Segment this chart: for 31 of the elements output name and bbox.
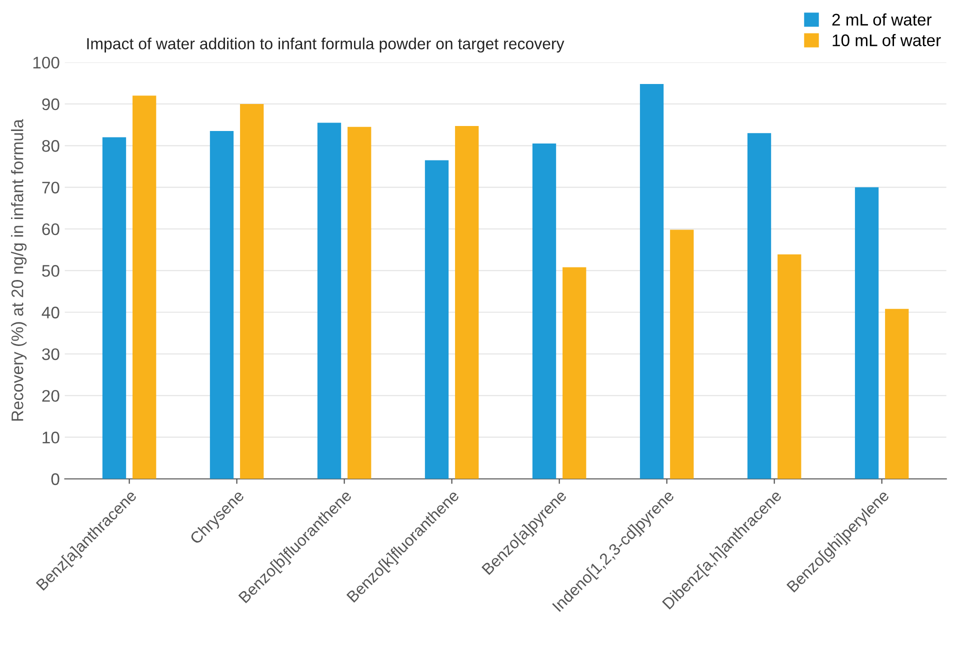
bar bbox=[670, 230, 694, 479]
y-tick-label: 50 bbox=[42, 265, 60, 277]
bar bbox=[885, 308, 909, 479]
bar bbox=[240, 104, 264, 479]
y-tick-label: 30 bbox=[42, 348, 60, 360]
y-tick-label: 20 bbox=[42, 390, 60, 402]
legend-label: 2 mL of water bbox=[832, 13, 932, 26]
y-tick-label: 70 bbox=[42, 182, 60, 194]
bar bbox=[532, 144, 556, 479]
bar bbox=[210, 131, 234, 479]
bar bbox=[424, 160, 449, 479]
y-axis-title: Recovery (%) at 20 ng/g in infant formula bbox=[11, 119, 27, 421]
y-tick-label: 60 bbox=[42, 223, 60, 236]
y-tick-label: 10 bbox=[42, 432, 60, 444]
y-tick-label: 0 bbox=[51, 473, 60, 486]
chart-title: Impact of water addition to infant formula powder on target recovery bbox=[87, 38, 564, 53]
bar bbox=[562, 267, 586, 479]
y-tick-label: 80 bbox=[42, 140, 60, 152]
bar bbox=[455, 126, 479, 479]
bar bbox=[132, 96, 156, 479]
bar bbox=[317, 122, 342, 479]
bar bbox=[747, 133, 772, 479]
bar bbox=[854, 187, 879, 479]
bar bbox=[348, 126, 372, 479]
y-tick-label: 100 bbox=[33, 56, 60, 69]
bar bbox=[778, 254, 802, 479]
bar bbox=[640, 84, 664, 479]
y-tick-label: 40 bbox=[42, 306, 60, 318]
y-tick-label: 90 bbox=[42, 98, 60, 110]
legend-label: 10 mL of water bbox=[832, 34, 941, 46]
bar bbox=[102, 137, 126, 479]
